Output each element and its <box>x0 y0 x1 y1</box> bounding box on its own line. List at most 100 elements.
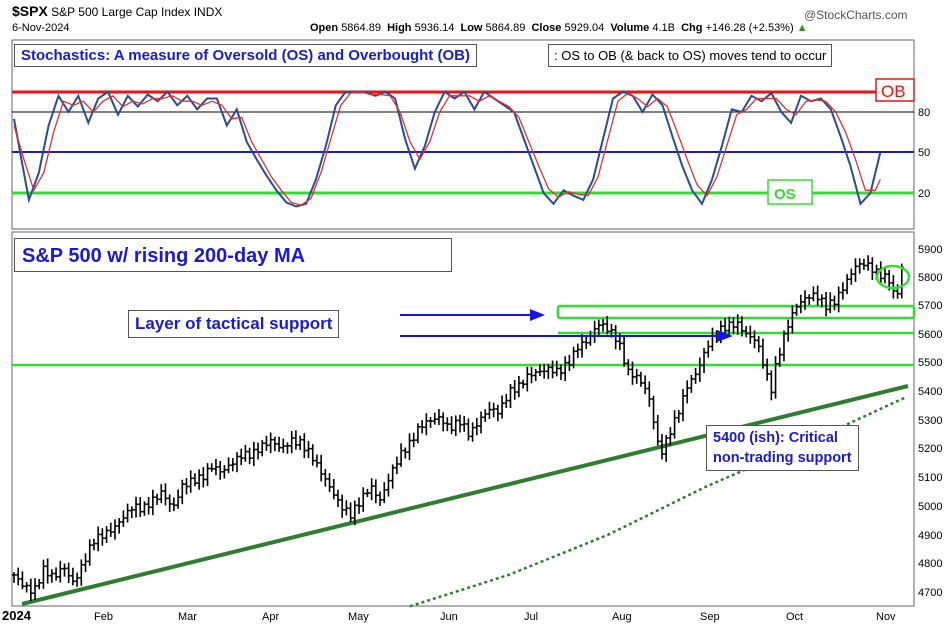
price-bar <box>807 294 812 305</box>
tactical-support-label: Layer of tactical support <box>128 310 340 338</box>
price-bar <box>12 571 16 583</box>
close-value: 5929.04 <box>564 22 605 34</box>
price-bar <box>33 578 38 600</box>
price-bar <box>870 257 875 281</box>
volume-value: 4.1B <box>652 22 675 34</box>
price-bar <box>655 414 660 446</box>
price-bar <box>529 366 534 384</box>
date-label: 6-Nov-2024 <box>12 22 70 34</box>
price-bar <box>314 454 319 468</box>
price-bar <box>533 369 538 382</box>
price-bar <box>37 578 42 590</box>
price-bar <box>601 318 606 332</box>
price-bars-group <box>12 255 904 602</box>
price-bar <box>521 379 526 389</box>
price-bar <box>234 452 239 473</box>
price-bar <box>344 500 349 516</box>
open-value: 5864.89 <box>341 22 381 34</box>
x-tick: Apr <box>262 611 279 623</box>
highlight-ellipse <box>875 264 911 290</box>
price-bar <box>483 409 488 422</box>
support-arrow-bottom <box>400 330 733 342</box>
price-bar <box>134 496 139 518</box>
price-bar <box>125 503 130 523</box>
price-bar <box>293 430 298 450</box>
price-bar <box>197 469 202 490</box>
chg-label: Chg <box>681 22 703 34</box>
price-bar <box>331 478 336 500</box>
price-bar <box>365 488 370 498</box>
price-bar <box>689 374 694 393</box>
price-bar <box>222 465 227 479</box>
critical-support-label: 5400 (ish): Critical non-trading support <box>706 425 859 471</box>
price-bar <box>302 433 307 459</box>
price-bar <box>108 522 113 537</box>
price-bar <box>192 473 197 487</box>
price-bar <box>163 483 168 506</box>
price-bar <box>399 443 404 467</box>
price-bar <box>205 463 210 486</box>
price-tick: 4700 <box>918 587 942 599</box>
price-bar <box>558 364 563 381</box>
x-tick: Nov <box>876 611 896 623</box>
x-tick: Jul <box>524 611 538 623</box>
price-bar <box>525 366 530 392</box>
x-tick: Mar <box>178 611 197 623</box>
price-bar <box>209 463 214 472</box>
price-bar <box>386 473 391 497</box>
stochastics-note: : OS to OB (& back to OS) moves tend to … <box>548 44 833 67</box>
price-bar <box>457 414 462 433</box>
price-bar <box>647 381 652 407</box>
price-bar <box>697 357 702 382</box>
stochastics-series-group <box>13 90 882 208</box>
price-bar <box>462 415 467 432</box>
price-bar <box>634 368 639 384</box>
price-bar <box>739 316 744 337</box>
price-bar <box>685 380 690 404</box>
price-bar <box>491 402 496 418</box>
price-bar <box>584 337 589 350</box>
price-tick: 5000 <box>918 501 942 513</box>
price-bar <box>504 393 509 408</box>
price-bar <box>495 404 500 422</box>
price-bar <box>121 510 126 528</box>
price-bar <box>659 434 664 460</box>
price-bar <box>803 290 808 310</box>
high-value: 5936.14 <box>414 22 455 34</box>
price-bar <box>201 467 206 488</box>
stochastics-title: Stochastics: A measure of Oversold (OS) … <box>14 44 477 67</box>
support-zone-box <box>556 304 916 320</box>
price-bar <box>516 375 521 398</box>
price-bar <box>184 478 189 495</box>
price-bar <box>112 519 117 540</box>
price-bar <box>167 494 172 512</box>
price-bar <box>546 363 551 380</box>
wma200-line <box>21 384 909 606</box>
price-bar <box>272 436 277 452</box>
price-bar <box>264 435 269 451</box>
price-bar <box>66 562 71 583</box>
price-bar <box>100 528 105 546</box>
open-label: Open <box>310 22 339 34</box>
price-bar <box>83 553 88 573</box>
price-bar <box>756 336 761 353</box>
price-bar <box>832 295 837 311</box>
price-bar <box>407 433 412 461</box>
ob-label: OB <box>881 82 906 101</box>
price-bar <box>605 316 610 335</box>
price-bar <box>449 416 454 435</box>
price-bar <box>369 478 374 501</box>
price-bar <box>428 416 433 428</box>
price-bar <box>188 470 193 493</box>
price-bar <box>512 380 517 400</box>
price-bar <box>811 286 816 302</box>
price-bar <box>470 422 475 442</box>
price-bar <box>479 411 484 434</box>
x-tick: Jun <box>440 611 458 623</box>
price-bar <box>49 569 54 583</box>
x-tick-year: 2024 <box>2 608 32 623</box>
price-bar <box>335 489 340 508</box>
price-bar <box>277 436 282 452</box>
price-y-axis: 5900 5800 5700 5600 5500 5400 5300 5200 … <box>918 244 942 599</box>
